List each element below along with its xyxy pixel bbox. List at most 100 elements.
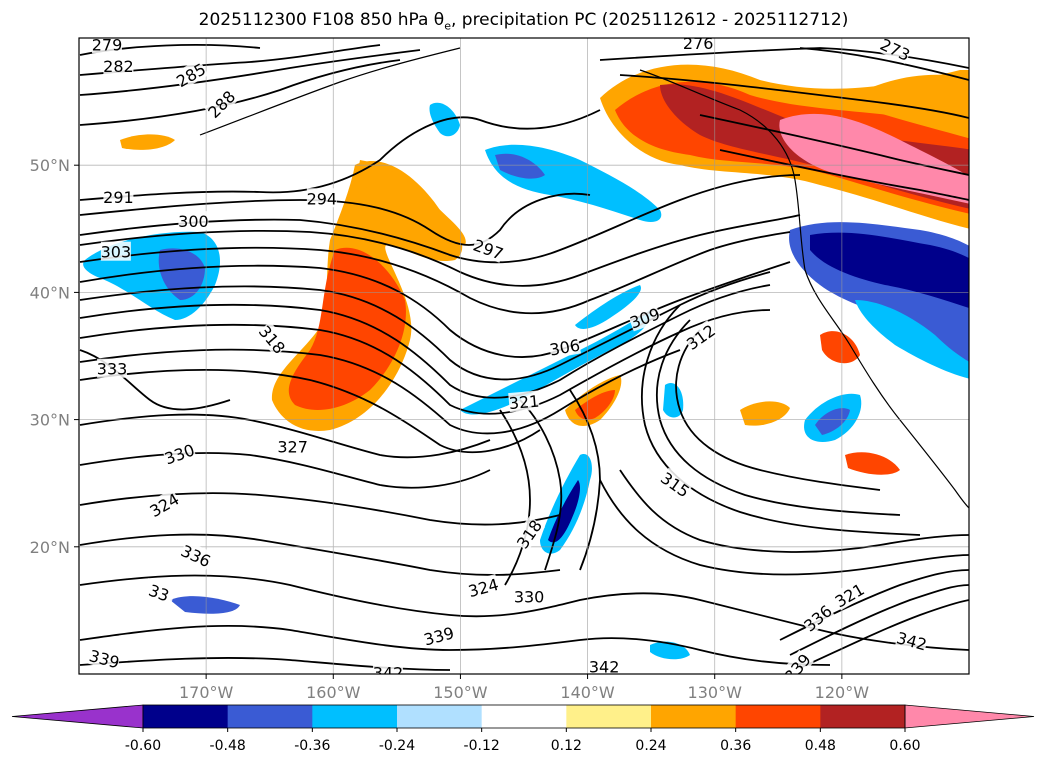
colorbar-bin-5: [566, 705, 652, 728]
lat-tick-label-0: 50°N: [30, 156, 70, 175]
contour-label-7: 294: [307, 188, 337, 208]
contour-label-bg-30: [87, 645, 122, 672]
contour-300: [79, 214, 801, 287]
contour-trough-2: [499, 409, 531, 586]
precip-ne-light-blue: [855, 300, 969, 379]
axis-ticks: 170°W 160°W 150°W 140°W 130°W 120°W 50°N 40°N 30…: [30, 156, 870, 702]
lon-tick-label-5: 120°W: [815, 683, 870, 702]
coastline-north-america: [639, 69, 969, 509]
colorbar-label-6: 0.24: [635, 738, 666, 754]
contour-label-text-32: 342: [589, 657, 620, 676]
lon-tick-label-3: 140°W: [560, 683, 615, 702]
contour-label-bg-6: [103, 187, 134, 206]
colorbar-over-extend: [904, 704, 1035, 729]
contour-label-bg-29: [894, 627, 929, 654]
colorbar-label-8: 0.48: [805, 738, 836, 754]
contour-label-bg-23: [466, 573, 501, 601]
contour-label-bg-17: [277, 436, 308, 456]
contour-label-bg-10: [471, 234, 506, 263]
contour-label-bg-16: [508, 390, 540, 413]
precip-diagonal-blue: [460, 310, 651, 415]
contour-312: [79, 284, 771, 399]
contour-label-6: 291: [103, 187, 134, 207]
colorbar-label-1: -0.48: [210, 738, 246, 754]
contour-label-text-6: 291: [103, 188, 134, 207]
lon-tick-label-0: 170°W: [179, 683, 234, 702]
contour-291: [79, 109, 601, 201]
contour-ne-273: [799, 47, 969, 81]
colorbar-under-extend: [11, 704, 144, 729]
contour-label-bg-24: [514, 586, 545, 606]
contour-trough: [519, 399, 563, 571]
contour-303: [79, 231, 791, 315]
lat-tick-label-1: 40°N: [30, 283, 70, 302]
title-subscript: e: [444, 19, 451, 33]
contour-label-text-15: 333: [97, 360, 128, 379]
contour-label-bg-2: [172, 58, 209, 91]
contour-label-bg-19: [657, 467, 694, 501]
precip-north-blue-core: [495, 153, 545, 179]
contour-east-loop-1: [675, 329, 881, 491]
contour-label-bg-20: [146, 488, 182, 521]
precip-east-blue-2: [663, 382, 684, 418]
contour-se-2: [789, 584, 969, 656]
contour-285: [79, 49, 421, 96]
coastline: [199, 47, 969, 509]
precip-diagonal-blue-n: [575, 285, 641, 329]
contour-label-text-31: 342: [373, 664, 404, 683]
colorbar-label-9: 0.60: [889, 738, 920, 754]
colorbar-bin-0: [143, 705, 229, 728]
lon-tick-label-1: 160°W: [306, 683, 361, 702]
precip-south-blue-core: [548, 480, 580, 543]
contour-label-text-0: 279: [92, 35, 123, 54]
precip-shading: [83, 64, 969, 660]
colorbar-label-5: 0.12: [551, 738, 582, 754]
contour-label-24: 330: [514, 586, 545, 606]
colorbar-bin-2: [312, 705, 398, 728]
contour-label-text-16: 321: [508, 391, 540, 413]
contour-east-loop-4: [619, 469, 969, 553]
contour-se-3: [799, 599, 969, 669]
contour-label-bg-13: [548, 334, 582, 359]
precip-east-blue-core: [815, 408, 850, 435]
contour-label-text-8: 300: [178, 212, 209, 231]
colorbar-bin-4: [481, 705, 567, 728]
colorbar-bin-1: [227, 705, 313, 728]
colorbar-bin-3: [397, 705, 483, 728]
precip-north-orange: [359, 160, 466, 245]
contour-east-loop-2: [656, 319, 901, 516]
contour-339a: [79, 574, 969, 651]
precip-east-orange-2: [845, 452, 900, 475]
contour-label-bg-5: [877, 38, 914, 64]
colorbar-label-3: -0.24: [379, 738, 415, 754]
contour-label-bg-11: [627, 303, 662, 332]
contour-label-bg-22: [178, 540, 214, 571]
colorbar-label-7: 0.36: [720, 738, 751, 754]
contour-ne-276: [599, 47, 969, 69]
contour-label-17: 327: [277, 436, 308, 456]
contour-label-text-4: 276: [683, 34, 714, 53]
contour-label-bg-15: [97, 358, 128, 378]
contour-label-bg-31: [372, 662, 403, 674]
lon-tick-label-2: 150°W: [433, 683, 488, 702]
contour-label-29: 342: [894, 627, 929, 655]
contour-label-32: 342: [589, 656, 620, 676]
map-gridlines: [79, 38, 969, 674]
contour-label-bg-8: [178, 211, 209, 231]
contour-ne-c: [719, 149, 969, 201]
contour-label-bg-32: [589, 656, 620, 674]
colorbar: -0.60 -0.48 -0.36 -0.24 -0.12 0.12 0.24 0.36 0.4…: [11, 704, 1035, 754]
map-title: 2025112300 F108 850 hPa θe, precipitatio…: [0, 10, 1047, 32]
colorbar-label-0: -0.60: [125, 738, 161, 754]
coastline-aleutians: [199, 47, 461, 136]
contour-321: [79, 368, 541, 454]
contour-label-bg-26: [421, 622, 456, 649]
contour-ne-a: [619, 74, 969, 119]
contour-trough-3: [569, 389, 601, 571]
contour-label-1: 282: [103, 55, 134, 76]
lat-tick-label-3: 20°N: [30, 538, 70, 557]
contour-336: [79, 533, 561, 576]
contour-306: [79, 261, 791, 358]
precip-ne-orange-patch: [865, 74, 969, 139]
